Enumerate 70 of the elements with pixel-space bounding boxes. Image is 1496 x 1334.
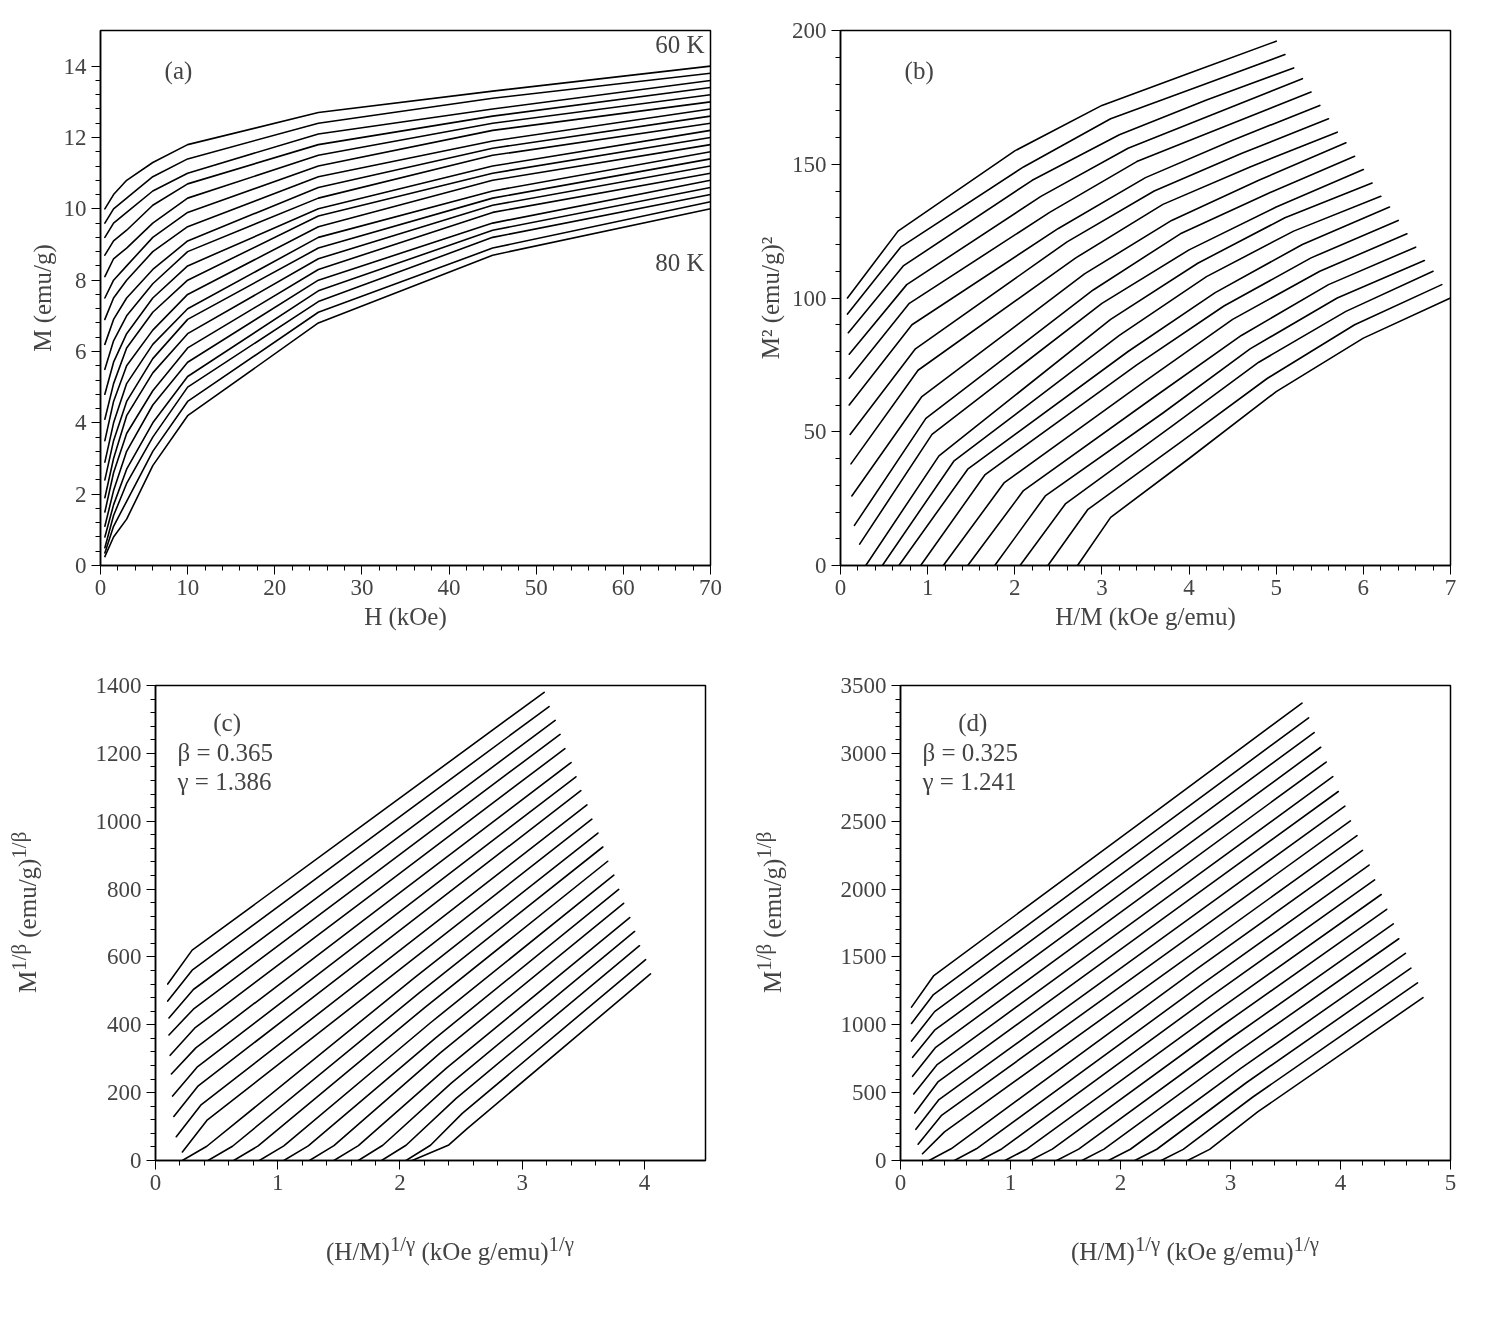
annotation: 80 K bbox=[655, 248, 705, 276]
y-tick-label: 1200 bbox=[95, 740, 142, 766]
x-tick-label: 6 bbox=[1357, 574, 1370, 600]
y-tick-label: 0 bbox=[875, 1148, 887, 1173]
y-tick-label: 3500 bbox=[840, 673, 887, 698]
annotation: (c) bbox=[213, 709, 241, 738]
x-tick-label: 2 bbox=[1009, 574, 1021, 600]
x-tick-label: 3 bbox=[1096, 574, 1108, 600]
y-tick-label: 1500 bbox=[840, 944, 887, 970]
x-tick-label: 4 bbox=[1334, 1169, 1347, 1195]
x-axis-title: (H/M)$^{1/γ}$ (kOe g/emu)$^{1/γ}$ bbox=[1070, 1231, 1320, 1268]
annotation: γ = 1.386 bbox=[176, 768, 272, 796]
x-tick-label: 40 bbox=[437, 574, 461, 600]
y-tick-label: 0 bbox=[130, 1148, 142, 1173]
y-tick-label: 400 bbox=[107, 1012, 142, 1038]
annotation: (d) bbox=[958, 709, 988, 738]
x-axis-title: (H/M)$^{1/γ}$ (kOe g/emu)$^{1/γ}$ bbox=[325, 1231, 575, 1268]
y-tick-label: 0 bbox=[815, 553, 827, 578]
x-tick-label: 70 bbox=[699, 574, 722, 600]
x-tick-label: 60 bbox=[611, 574, 635, 600]
x-tick-label: 1 bbox=[1004, 1169, 1017, 1195]
x-tick-label: 0 bbox=[894, 1169, 907, 1195]
y-tick-label: 50 bbox=[803, 419, 827, 445]
y-tick-label: 2000 bbox=[840, 876, 887, 902]
y-tick-label: 600 bbox=[107, 944, 142, 970]
y-tick-label: 1000 bbox=[95, 808, 142, 834]
y-tick-label: 4 bbox=[75, 410, 87, 436]
x-tick-label: 4 bbox=[638, 1169, 651, 1195]
y-tick-label: 3000 bbox=[840, 740, 887, 766]
x-tick-label: 1 bbox=[921, 574, 934, 600]
y-tick-label: 6 bbox=[75, 339, 87, 364]
y-tick-label: 2500 bbox=[840, 808, 887, 834]
x-tick-label: 5 bbox=[1444, 1169, 1457, 1195]
y-tick-label: 150 bbox=[792, 151, 827, 177]
y-tick-label: 2 bbox=[75, 481, 87, 507]
annotation: (a) bbox=[164, 57, 193, 86]
x-tick-label: 5 bbox=[1270, 574, 1282, 600]
y-tick-label: 1400 bbox=[95, 673, 142, 698]
annotation: (b) bbox=[904, 57, 934, 86]
y-axis-title: M² (emu/g)² bbox=[757, 236, 785, 360]
x-tick-label: 1 bbox=[271, 1169, 284, 1195]
y-tick-label: 200 bbox=[792, 18, 827, 43]
x-tick-label: 3 bbox=[516, 1169, 528, 1195]
y-tick-label: 1000 bbox=[840, 1012, 887, 1038]
annotation: β = 0.365 bbox=[177, 738, 274, 766]
x-tick-label: 50 bbox=[524, 574, 548, 600]
y-axis-title: M (emu/g) bbox=[28, 244, 57, 352]
y-tick-label: 800 bbox=[107, 876, 142, 902]
x-tick-label: 10 bbox=[176, 574, 200, 600]
x-tick-label: 4 bbox=[1183, 574, 1196, 600]
y-tick-label: 8 bbox=[75, 267, 87, 293]
y-tick-label: 14 bbox=[63, 53, 87, 79]
x-axis-title: H/M (kOe g/emu) bbox=[1055, 602, 1236, 631]
x-tick-label: 2 bbox=[1114, 1169, 1127, 1195]
x-tick-label: 3 bbox=[1224, 1169, 1237, 1195]
x-tick-label: 20 bbox=[263, 574, 287, 600]
x-tick-label: 7 bbox=[1444, 574, 1457, 600]
x-tick-label: 0 bbox=[149, 1169, 162, 1195]
x-axis-title: H (kOe) bbox=[364, 602, 447, 631]
y-tick-label: 10 bbox=[63, 196, 87, 222]
x-tick-label: 2 bbox=[394, 1169, 406, 1195]
y-tick-label: 0 bbox=[75, 553, 87, 578]
y-tick-label: 100 bbox=[792, 285, 827, 311]
x-tick-label: 30 bbox=[350, 574, 374, 600]
annotation: β = 0.325 bbox=[922, 738, 1019, 766]
y-tick-label: 12 bbox=[63, 125, 87, 150]
y-tick-label: 200 bbox=[107, 1080, 142, 1106]
annotation: 60 K bbox=[655, 31, 705, 59]
annotation: γ = 1.241 bbox=[921, 768, 1017, 796]
y-tick-label: 500 bbox=[852, 1080, 887, 1106]
